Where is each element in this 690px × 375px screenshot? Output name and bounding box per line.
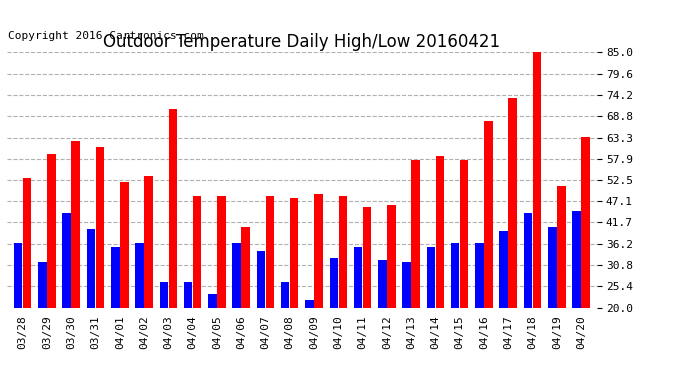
Bar [509, 98, 517, 375]
Text: Copyright 2016 Cartronics.com: Copyright 2016 Cartronics.com [8, 32, 204, 41]
Bar [193, 196, 201, 375]
Bar [87, 229, 95, 375]
Bar [460, 160, 469, 375]
Bar [330, 258, 338, 375]
Bar [257, 251, 265, 375]
Bar [354, 247, 362, 375]
Bar [475, 243, 484, 375]
Bar [451, 243, 460, 375]
Bar [402, 262, 411, 375]
Bar [135, 243, 144, 375]
Bar [484, 121, 493, 375]
Bar [47, 154, 56, 375]
Bar [111, 247, 119, 375]
Bar [184, 282, 193, 375]
Bar [411, 160, 420, 375]
Bar [14, 243, 23, 375]
Bar [548, 227, 557, 375]
Bar [208, 294, 217, 375]
Bar [557, 186, 566, 375]
Bar [572, 211, 581, 375]
Bar [23, 178, 32, 375]
Bar [500, 231, 508, 375]
Bar [120, 182, 128, 375]
Bar [426, 247, 435, 375]
Bar [217, 196, 226, 375]
Bar [266, 196, 274, 375]
Bar [290, 198, 299, 375]
Bar [378, 260, 386, 375]
Bar [38, 262, 47, 375]
Title: Outdoor Temperature Daily High/Low 20160421: Outdoor Temperature Daily High/Low 20160… [104, 33, 500, 51]
Bar [533, 53, 541, 375]
Bar [339, 196, 347, 375]
Bar [233, 243, 241, 375]
Bar [387, 206, 395, 375]
Bar [435, 156, 444, 375]
Bar [314, 194, 323, 375]
Bar [305, 300, 314, 375]
Bar [281, 282, 290, 375]
Bar [363, 207, 371, 375]
Bar [72, 141, 80, 375]
Bar [168, 110, 177, 375]
Bar [63, 213, 71, 375]
Bar [581, 137, 590, 375]
Bar [524, 213, 532, 375]
Bar [144, 176, 152, 375]
Bar [241, 227, 250, 375]
Bar [96, 147, 104, 375]
Bar [159, 282, 168, 375]
